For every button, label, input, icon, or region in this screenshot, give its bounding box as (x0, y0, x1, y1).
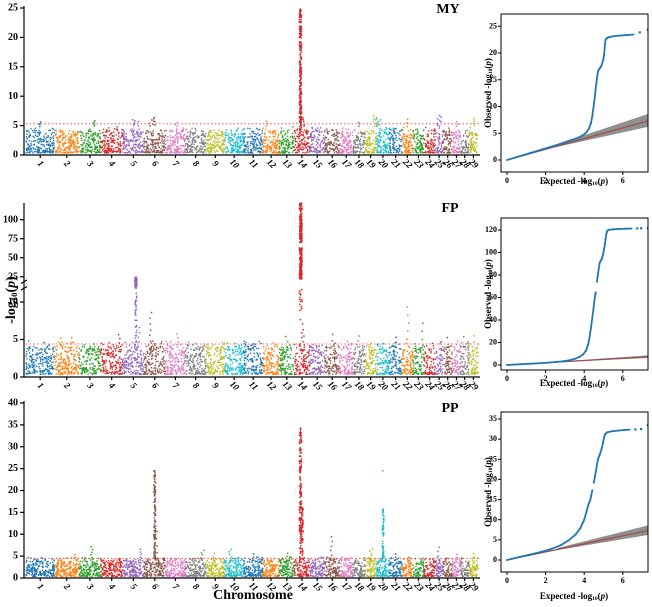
qq-x-label-open: ( (597, 591, 601, 601)
man-y-label-open: ( (4, 287, 19, 293)
qq-x-label-sub: 10 (592, 383, 598, 390)
qq-x-label-text: Expected -log (539, 378, 593, 388)
qq-x-label-sub: 10 (592, 596, 598, 603)
qq-chart-my (485, 0, 652, 195)
qq-x-label-close: ) (605, 378, 609, 388)
qq-x-label-text: Expected -log (539, 591, 593, 601)
manhattan-chart-my (0, 0, 485, 195)
qq-y-label-open: ( (483, 266, 493, 270)
chromosome-axis-label: Chromosome (213, 588, 293, 603)
qq-y-label-text: Observed -log (483, 473, 493, 527)
qq-x-label-open: ( (597, 176, 601, 186)
qq-y-label-text: Observed -log (483, 275, 493, 329)
qq-x-label-close: ) (605, 591, 609, 601)
qq-x-axis-label-my: Expected -log10(p) (494, 176, 652, 188)
qq-x-label-text: Expected -log (539, 176, 593, 186)
qq-y-label-sub: 10 (488, 269, 495, 276)
trait-label-pp: PP (441, 401, 459, 416)
qq-y-label-close: ) (483, 259, 493, 263)
qq-y-label-p: p (483, 460, 493, 465)
qq-chart-pp (485, 395, 652, 607)
manhattan-y-axis-label: -log10(p) (4, 240, 20, 360)
qq-y-label-text: Observed -log (483, 74, 493, 128)
qq-y-label-p: p (483, 262, 493, 267)
qq-y-label-sub: 10 (488, 68, 495, 75)
qq-x-label-p: p (600, 378, 606, 388)
qq-chart-fp (485, 195, 652, 395)
qq-y-label-p: p (483, 61, 493, 66)
qq-y-label-open: ( (483, 65, 493, 69)
man-y-label-text: -log (4, 301, 19, 324)
qq-y-label-close: ) (483, 457, 493, 461)
qq-x-axis-label-fp: Expected -log10(p) (494, 378, 652, 390)
qq-x-label-open: ( (597, 378, 601, 388)
man-y-label-close: ) (4, 276, 19, 281)
qq-y-axis-label-pp: Observed -log10(p) (483, 417, 495, 567)
qq-x-label-sub: 10 (592, 181, 598, 188)
qq-y-label-sub: 10 (488, 467, 495, 474)
qq-x-label-close: ) (605, 176, 609, 186)
qq-x-axis-label-pp: Expected -log10(p) (494, 591, 652, 603)
man-y-label-p: p (4, 280, 19, 288)
qq-x-label-p: p (600, 591, 606, 601)
trait-label-my: MY (436, 2, 460, 17)
man-y-label-sub: 10 (8, 292, 19, 302)
qq-x-label-p: p (600, 176, 606, 186)
trait-label-fp: FP (441, 201, 459, 216)
qq-y-label-close: ) (483, 58, 493, 62)
qq-y-axis-label-fp: Observed -log10(p) (483, 219, 495, 369)
qq-y-label-open: ( (483, 464, 493, 468)
manhattan-chart-fp (0, 195, 485, 395)
qq-y-axis-label-my: Observed -log10(p) (483, 18, 495, 168)
manhattan-chart-pp (0, 395, 485, 607)
